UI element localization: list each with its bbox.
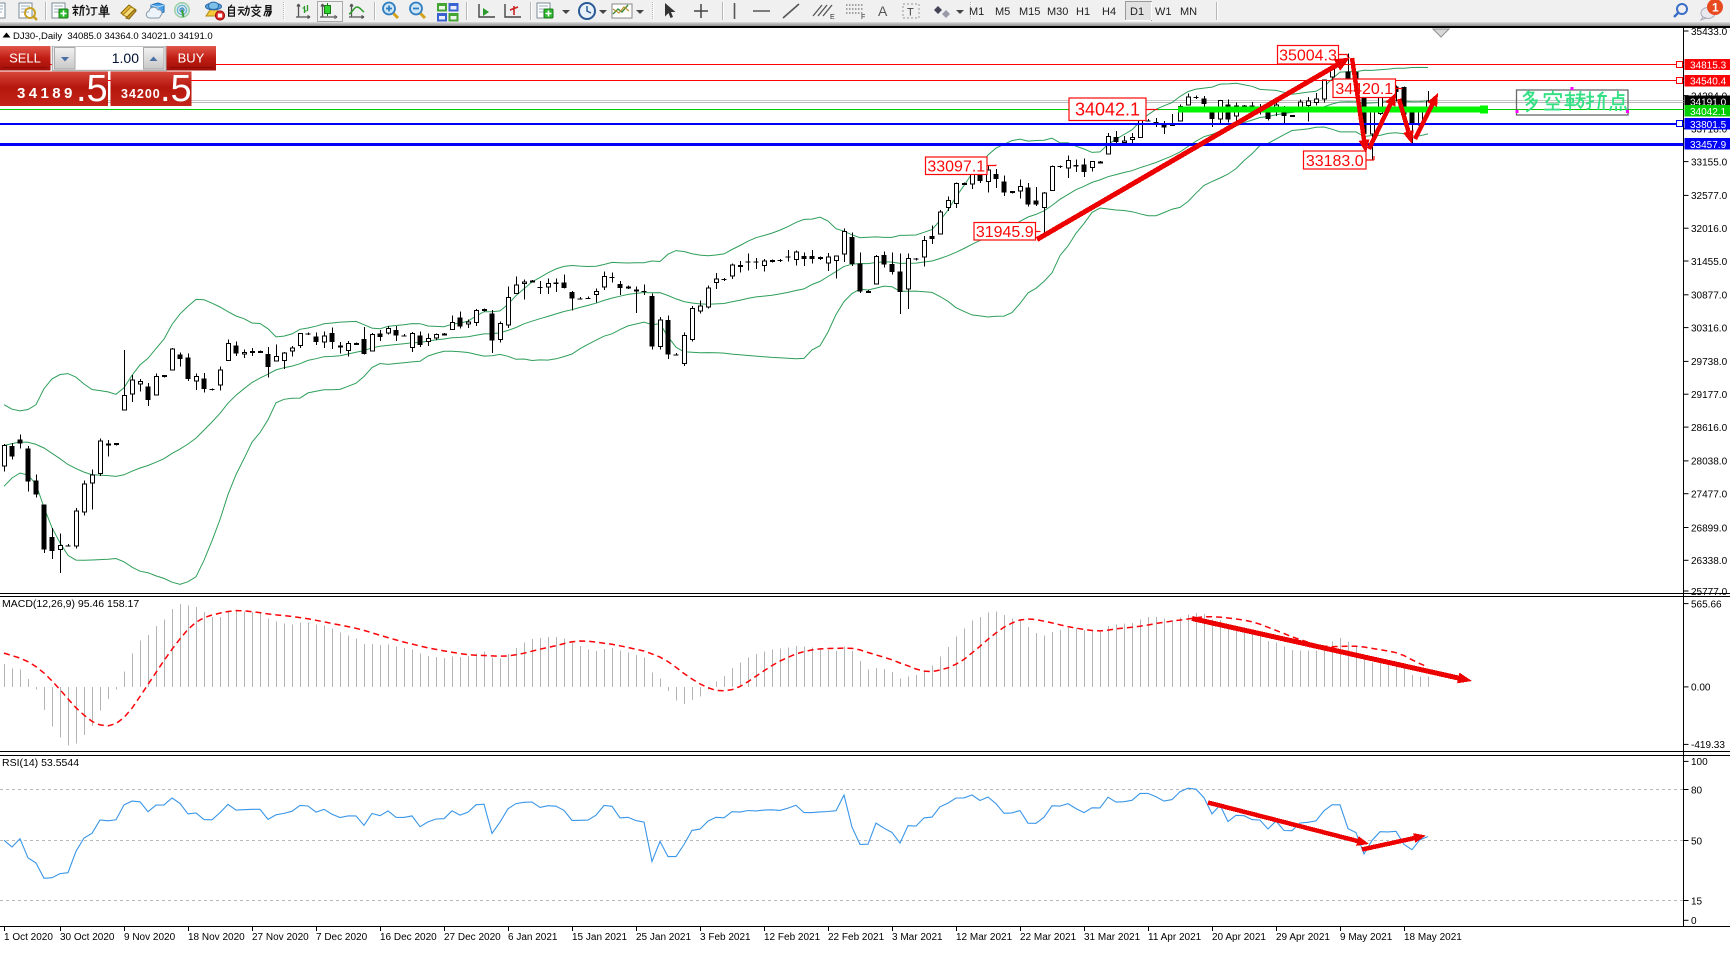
svg-text:M15: M15 — [1019, 6, 1040, 18]
svg-text:3 Feb 2021: 3 Feb 2021 — [700, 932, 751, 943]
svg-text:9 Nov 2020: 9 Nov 2020 — [124, 932, 176, 943]
svg-text:32577.0: 32577.0 — [1691, 191, 1728, 202]
svg-text:MN: MN — [1180, 6, 1197, 18]
svg-text:33801.5: 33801.5 — [1690, 120, 1727, 131]
svg-text:30316.0: 30316.0 — [1691, 323, 1728, 334]
svg-text:H1: H1 — [1076, 6, 1090, 18]
svg-text:12 Feb 2021: 12 Feb 2021 — [764, 932, 821, 943]
svg-text:T: T — [907, 7, 914, 19]
svg-text:F: F — [861, 14, 865, 21]
svg-text:34420.1: 34420.1 — [1335, 81, 1393, 98]
svg-text:34042.1: 34042.1 — [1690, 107, 1727, 118]
svg-text:26899.0: 26899.0 — [1691, 523, 1728, 534]
svg-text:.5: .5 — [76, 68, 108, 106]
svg-text:34200: 34200 — [121, 87, 161, 101]
svg-text:33183.0: 33183.0 — [1306, 153, 1364, 170]
svg-text:0.00: 0.00 — [1691, 683, 1711, 694]
svg-text:28038.0: 28038.0 — [1691, 457, 1728, 468]
svg-text:565.66: 565.66 — [1691, 599, 1722, 610]
svg-text:A: A — [878, 3, 888, 19]
svg-text:27 Nov 2020: 27 Nov 2020 — [252, 932, 309, 943]
svg-text:RSI(14) 53.5544: RSI(14) 53.5544 — [2, 757, 79, 769]
svg-text:29738.0: 29738.0 — [1691, 357, 1728, 368]
svg-text:31455.0: 31455.0 — [1691, 257, 1728, 268]
svg-text:-419.33: -419.33 — [1691, 740, 1725, 751]
svg-text:.5: .5 — [160, 68, 192, 106]
svg-text:H4: H4 — [1102, 6, 1116, 18]
svg-text:SELL: SELL — [9, 51, 41, 66]
svg-text:DJ30-,Daily 34085.0 34364.0 3: DJ30-,Daily 34085.0 34364.0 34021.0 3419… — [13, 31, 213, 42]
svg-text:3 Mar 2021: 3 Mar 2021 — [892, 932, 943, 943]
svg-text:30 Oct 2020: 30 Oct 2020 — [60, 932, 115, 943]
svg-text:31 Mar 2021: 31 Mar 2021 — [1084, 932, 1141, 943]
svg-text:33155.0: 33155.0 — [1691, 157, 1728, 168]
svg-text:20 Apr 2021: 20 Apr 2021 — [1212, 932, 1266, 943]
svg-text:1: 1 — [1712, 1, 1719, 15]
svg-text:25777.0: 25777.0 — [1691, 587, 1728, 598]
svg-text:6 Jan 2021: 6 Jan 2021 — [508, 932, 558, 943]
svg-text:30877.0: 30877.0 — [1691, 291, 1728, 302]
svg-text:27 Dec 2020: 27 Dec 2020 — [444, 932, 501, 943]
svg-text:35433.0: 35433.0 — [1691, 27, 1728, 38]
svg-text:12 Mar 2021: 12 Mar 2021 — [956, 932, 1013, 943]
svg-text:32016.0: 32016.0 — [1691, 224, 1728, 235]
svg-text:9 May 2021: 9 May 2021 — [1340, 932, 1393, 943]
svg-text:80: 80 — [1691, 785, 1703, 796]
svg-text:15: 15 — [1691, 896, 1703, 907]
svg-text:27477.0: 27477.0 — [1691, 490, 1728, 501]
svg-text:E: E — [830, 14, 835, 21]
svg-text:11 Apr 2021: 11 Apr 2021 — [1148, 932, 1202, 943]
svg-text:29 Apr 2021: 29 Apr 2021 — [1276, 932, 1330, 943]
svg-text:18 Nov 2020: 18 Nov 2020 — [188, 932, 245, 943]
svg-text:34815.3: 34815.3 — [1690, 61, 1727, 72]
svg-text:25 Jan 2021: 25 Jan 2021 — [636, 932, 691, 943]
svg-text:MACD(12,26,9) 95.46 158.17: MACD(12,26,9) 95.46 158.17 — [2, 598, 139, 610]
svg-text:26338.0: 26338.0 — [1691, 556, 1728, 567]
svg-text:34540.4: 34540.4 — [1690, 77, 1727, 88]
svg-text:M1: M1 — [969, 6, 984, 18]
svg-text:34042.1: 34042.1 — [1075, 100, 1140, 120]
svg-text:W1: W1 — [1155, 6, 1172, 18]
svg-text:28616.0: 28616.0 — [1691, 423, 1728, 434]
svg-text:0: 0 — [1691, 916, 1697, 927]
svg-text:31945.9: 31945.9 — [976, 224, 1034, 241]
svg-text:35004.3: 35004.3 — [1279, 48, 1337, 65]
svg-text:18 May 2021: 18 May 2021 — [1404, 932, 1462, 943]
svg-text:1.00: 1.00 — [112, 50, 139, 66]
svg-text:M30: M30 — [1047, 6, 1068, 18]
svg-text:34189: 34189 — [17, 85, 76, 102]
svg-text:33097.1: 33097.1 — [927, 159, 985, 176]
svg-text:50: 50 — [1691, 836, 1703, 847]
svg-text:D1: D1 — [1130, 6, 1144, 18]
svg-text:BUY: BUY — [178, 51, 205, 66]
svg-text:15 Jan 2021: 15 Jan 2021 — [572, 932, 627, 943]
svg-text:100: 100 — [1691, 757, 1708, 768]
svg-text:22 Feb 2021: 22 Feb 2021 — [828, 932, 885, 943]
svg-text:M5: M5 — [995, 6, 1010, 18]
svg-text:7 Dec 2020: 7 Dec 2020 — [316, 932, 368, 943]
svg-text:33457.9: 33457.9 — [1690, 140, 1727, 151]
svg-text:22 Mar 2021: 22 Mar 2021 — [1020, 932, 1077, 943]
svg-text:1 Oct 2020: 1 Oct 2020 — [4, 932, 53, 943]
svg-text:29177.0: 29177.0 — [1691, 390, 1728, 401]
svg-text:16 Dec 2020: 16 Dec 2020 — [380, 932, 437, 943]
